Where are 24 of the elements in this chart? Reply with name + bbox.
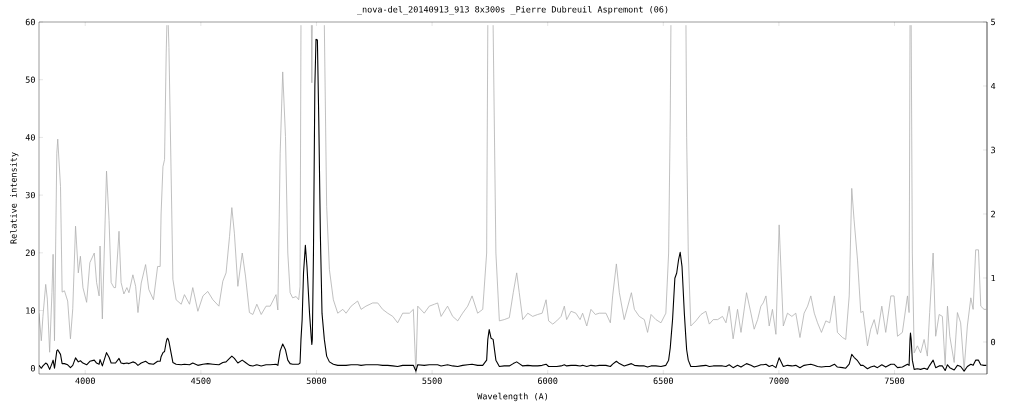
x-tick-label: 5500 — [422, 377, 442, 384]
x-tick-label: 6500 — [653, 377, 673, 384]
y-tick-label: 30 — [25, 191, 35, 199]
y-tick-label: 20 — [25, 249, 35, 257]
y2-tick-label: 3 — [991, 146, 996, 154]
y2-tick-label: 2 — [991, 210, 995, 218]
y2-tick-label: 5 — [991, 18, 995, 26]
x-tick-label: 5000 — [306, 377, 327, 384]
y-tick-label: 40 — [25, 134, 35, 141]
y-tick-label: 50 — [25, 76, 35, 83]
x-tick-label: 6000 — [538, 377, 558, 384]
y2-tick-label: 1 — [991, 274, 996, 282]
y-tick-label: 10 — [26, 307, 35, 314]
y-tick-label: 60 — [25, 18, 35, 26]
x-tick-label: 4000 — [75, 377, 95, 384]
y2-tick-label: 0 — [991, 338, 996, 346]
x-tick-label: 7000 — [769, 377, 789, 384]
chart-title: _nova-del_20140913_913 8x300s _Pierre Dubreuil Aspremont (06) — [356, 5, 668, 15]
x-axis-title: Wavelength (A) — [477, 392, 548, 402]
x-tick-label: 7500 — [884, 377, 905, 384]
x-tick-label: 4500 — [191, 377, 211, 384]
y-tick-label: 0 — [30, 365, 35, 372]
y2-tick-label: 4 — [990, 82, 996, 90]
y-axis-title: Relative intensity — [10, 152, 19, 244]
